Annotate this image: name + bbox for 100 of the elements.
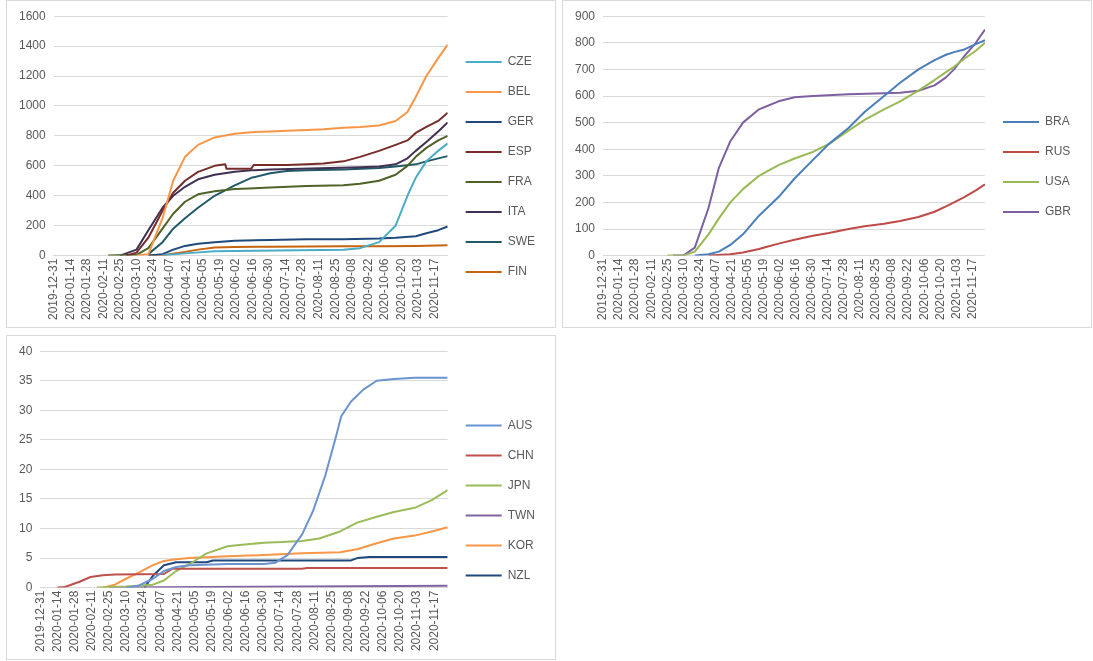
x-tick-label: 2020-02-11 — [95, 258, 110, 320]
x-tick-label: 2020-05-19 — [211, 258, 226, 321]
x-tick-label: 2020-07-28 — [836, 258, 851, 321]
legend-label: SWE — [507, 234, 536, 249]
x-tick-label: 2019-12-31 — [32, 590, 47, 653]
x-tick-label: 2020-02-25 — [101, 590, 116, 653]
x-tick-label: 2020-06-02 — [228, 258, 243, 321]
y-tick-label: 15 — [18, 491, 33, 506]
y-tick-label: 800 — [25, 128, 47, 143]
x-tick-label: 2020-03-10 — [128, 258, 143, 321]
x-tick-label: 2020-06-16 — [244, 258, 259, 321]
x-tick-label: 2020-08-25 — [323, 590, 338, 653]
legend-label: BEL — [507, 84, 531, 99]
x-tick-label: 2020-01-28 — [79, 258, 94, 321]
x-tick-label: 2020-07-14 — [820, 258, 835, 321]
x-tick-label: 2020-02-25 — [659, 258, 674, 321]
x-tick-label: 2020-09-22 — [360, 258, 375, 321]
x-tick-label: 2020-04-21 — [169, 590, 184, 653]
legend-label: ITA — [507, 204, 526, 219]
legend-label: TWN — [507, 507, 536, 522]
x-tick-label: 2020-08-11 — [306, 590, 321, 652]
x-tick-label: 2020-11-03 — [410, 258, 425, 320]
legend-label: GER — [507, 114, 534, 129]
x-tick-label: 2020-05-05 — [195, 258, 210, 321]
legend-label: ESP — [507, 144, 532, 159]
y-tick-label: 0 — [39, 247, 47, 262]
x-tick-label: 2020-10-06 — [375, 590, 390, 653]
x-tick-label: 2020-07-28 — [294, 258, 309, 321]
x-tick-label: 2020-08-11 — [852, 258, 867, 320]
y-tick-label: 25 — [18, 432, 33, 447]
y-tick-label: 0 — [25, 579, 33, 594]
x-tick-label: 2020-03-24 — [691, 258, 706, 321]
y-tick-label: 400 — [574, 141, 596, 156]
x-tick-label: 2020-06-16 — [238, 590, 253, 653]
x-tick-label: 2020-08-25 — [327, 258, 342, 321]
y-tick-label: 900 — [574, 8, 596, 23]
y-tick-label: 600 — [574, 88, 596, 103]
x-tick-label: 2020-02-11 — [643, 258, 658, 320]
y-tick-label: 200 — [574, 194, 596, 209]
legend-label: RUS — [1045, 144, 1071, 159]
y-tick-label: 10 — [18, 520, 33, 535]
x-tick-label: 2020-05-19 — [755, 258, 770, 321]
x-tick-label: 2020-06-30 — [255, 590, 270, 653]
x-tick-label: 2020-10-06 — [916, 258, 931, 321]
y-tick-label: 5 — [25, 550, 33, 565]
x-tick-label: 2020-08-11 — [311, 258, 326, 320]
x-tick-label: 2020-11-03 — [409, 590, 424, 652]
y-tick-label: 1200 — [18, 68, 47, 83]
legend-label: CHN — [507, 447, 534, 462]
x-tick-label: 2020-05-05 — [739, 258, 754, 321]
x-tick-label: 2020-09-08 — [344, 258, 359, 321]
y-tick-label: 200 — [25, 218, 47, 232]
x-tick-label: 2020-06-16 — [788, 258, 803, 321]
legend-label: USA — [1045, 174, 1070, 189]
legend-label: BRA — [1045, 114, 1070, 129]
x-tick-label: 2020-02-11 — [84, 590, 99, 652]
x-tick-label: 2020-04-07 — [161, 258, 176, 321]
x-tick-label: 2020-06-30 — [261, 258, 276, 321]
y-tick-label: 800 — [574, 35, 596, 50]
x-tick-label: 2020-11-17 — [964, 258, 979, 320]
y-tick-label: 20 — [18, 461, 33, 476]
x-tick-label: 2020-07-28 — [289, 590, 304, 653]
legend-label: JPN — [507, 477, 531, 492]
x-tick-label: 2020-08-25 — [868, 258, 883, 321]
legend-label: GBR — [1045, 204, 1072, 219]
x-tick-label: 2020-07-14 — [277, 258, 292, 321]
legend-label: KOR — [507, 537, 535, 552]
legend-label: CZE — [507, 54, 532, 69]
x-tick-label: 2020-03-10 — [675, 258, 690, 321]
x-tick-label: 2020-02-25 — [112, 258, 127, 321]
x-tick-label: 2020-01-14 — [62, 258, 77, 321]
x-tick-label: 2020-09-08 — [340, 590, 355, 653]
x-tick-label: 2020-04-21 — [723, 258, 738, 321]
x-tick-label: 2020-05-19 — [203, 590, 218, 653]
x-tick-label: 2020-03-24 — [145, 258, 160, 321]
x-tick-label: 2020-05-05 — [186, 590, 201, 653]
x-tick-label: 2020-10-06 — [377, 258, 392, 321]
y-tick-label: 700 — [574, 61, 596, 76]
x-tick-label: 2019-12-31 — [595, 258, 610, 321]
x-tick-label: 2020-03-10 — [118, 590, 133, 653]
x-tick-label: 2020-09-22 — [358, 590, 373, 653]
y-tick-label: 300 — [574, 168, 596, 183]
x-tick-label: 2020-09-22 — [900, 258, 915, 321]
x-tick-label: 2020-01-14 — [611, 258, 626, 321]
x-tick-label: 2020-07-14 — [272, 590, 287, 653]
legend-label: NZL — [507, 567, 531, 582]
y-tick-label: 600 — [25, 158, 47, 173]
y-tick-label: 1400 — [18, 38, 47, 53]
y-tick-label: 40 — [18, 343, 33, 358]
y-tick-label: 500 — [574, 114, 596, 129]
legend-label: FRA — [507, 174, 532, 189]
x-tick-label: 2020-06-02 — [771, 258, 786, 321]
x-tick-label: 2020-11-03 — [948, 258, 963, 320]
x-tick-label: 2020-06-02 — [221, 590, 236, 653]
x-tick-label: 2020-03-24 — [135, 590, 150, 653]
x-tick-label: 2019-12-31 — [46, 258, 61, 321]
x-tick-label: 2020-11-17 — [426, 590, 441, 652]
x-tick-label: 2020-10-20 — [932, 258, 947, 321]
x-tick-label: 2020-04-07 — [707, 258, 722, 321]
x-tick-label: 2020-01-14 — [49, 590, 64, 653]
